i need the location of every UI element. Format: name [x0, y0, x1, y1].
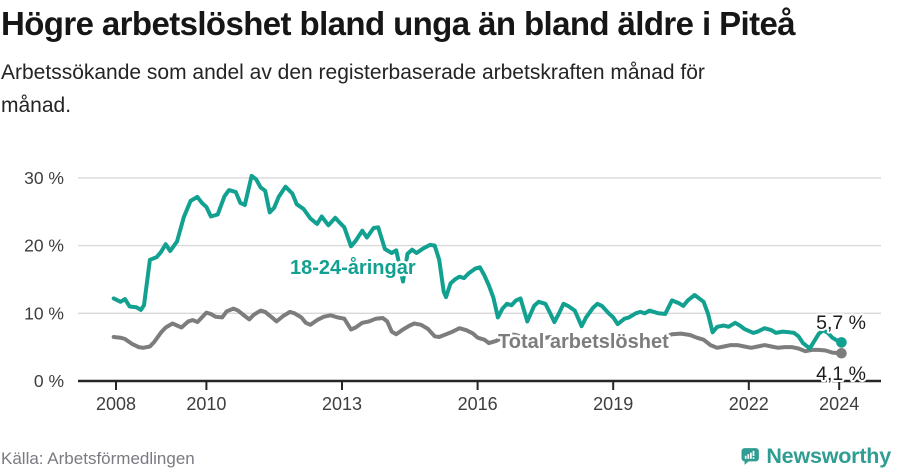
- end-dot-0: [836, 347, 847, 359]
- x-tick-label-2013: 2013: [322, 394, 362, 414]
- source-note: Källa: Arbetsförmedlingen: [1, 449, 195, 468]
- subtitle-line-2: månad.: [1, 94, 72, 117]
- y-tick-label-20: 20 %: [24, 236, 64, 256]
- y-tick-label-30: 30 %: [24, 168, 64, 188]
- end-value-label-0: 4,1 %: [816, 363, 866, 385]
- newsworthy-bubble-icon: [741, 447, 759, 465]
- series-line-0: [111, 306, 844, 356]
- y-tick-label-10: 10 %: [24, 303, 64, 323]
- newsworthy-logo[interactable]: Newsworthy: [741, 438, 891, 474]
- x-tick-label-2010: 2010: [186, 394, 226, 414]
- series-line-1: [111, 173, 844, 351]
- newsworthy-brand-name: Newsworthy: [766, 443, 891, 468]
- x-tick-label-2024: 2024: [819, 394, 859, 414]
- end-value-labels: 4,1 % 5,7 %: [814, 310, 868, 387]
- chart-subtitle: Arbetssökande som andel av den registerb…: [1, 56, 861, 122]
- series-labels: Total arbetslöshet 18-24-åringar: [288, 254, 672, 356]
- end-value-label-1: 5,7 %: [816, 312, 866, 334]
- x-tick-label-2016: 2016: [458, 394, 498, 414]
- x-axis: 2008 2010 2013 2016 2019 2022 2024: [78, 379, 881, 414]
- x-tick-label-2008: 2008: [96, 394, 136, 414]
- end-dot-1: [836, 337, 847, 348]
- x-tick-label-2019: 2019: [593, 394, 633, 414]
- page-title: Högre arbetslöshet bland unga än bland ä…: [1, 5, 796, 42]
- series-label-1: 18-24-åringar: [290, 256, 416, 279]
- y-axis-labels: 0 % 10 % 20 % 30 %: [24, 168, 64, 391]
- subtitle-line-1: Arbetssökande som andel av den registerb…: [1, 61, 705, 84]
- x-tick-label-2022: 2022: [729, 394, 769, 414]
- series-label-0: Total arbetslöshet: [498, 331, 669, 353]
- y-tick-label-0: 0 %: [34, 371, 64, 391]
- series-lines: [111, 173, 844, 356]
- chart-svg: 0 % 10 % 20 % 30 % 2008 2010 2013 2016 2019 2022…: [24, 168, 881, 414]
- end-dots: [836, 337, 847, 359]
